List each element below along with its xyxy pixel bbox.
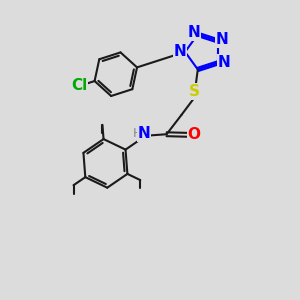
Text: O: O bbox=[188, 127, 200, 142]
Text: N: N bbox=[173, 44, 186, 59]
Text: Cl: Cl bbox=[71, 78, 87, 93]
Text: N: N bbox=[216, 32, 229, 47]
Text: S: S bbox=[189, 84, 200, 99]
Text: H: H bbox=[133, 127, 142, 140]
Text: N: N bbox=[218, 55, 230, 70]
Text: N: N bbox=[138, 126, 151, 141]
Text: N: N bbox=[188, 26, 200, 40]
